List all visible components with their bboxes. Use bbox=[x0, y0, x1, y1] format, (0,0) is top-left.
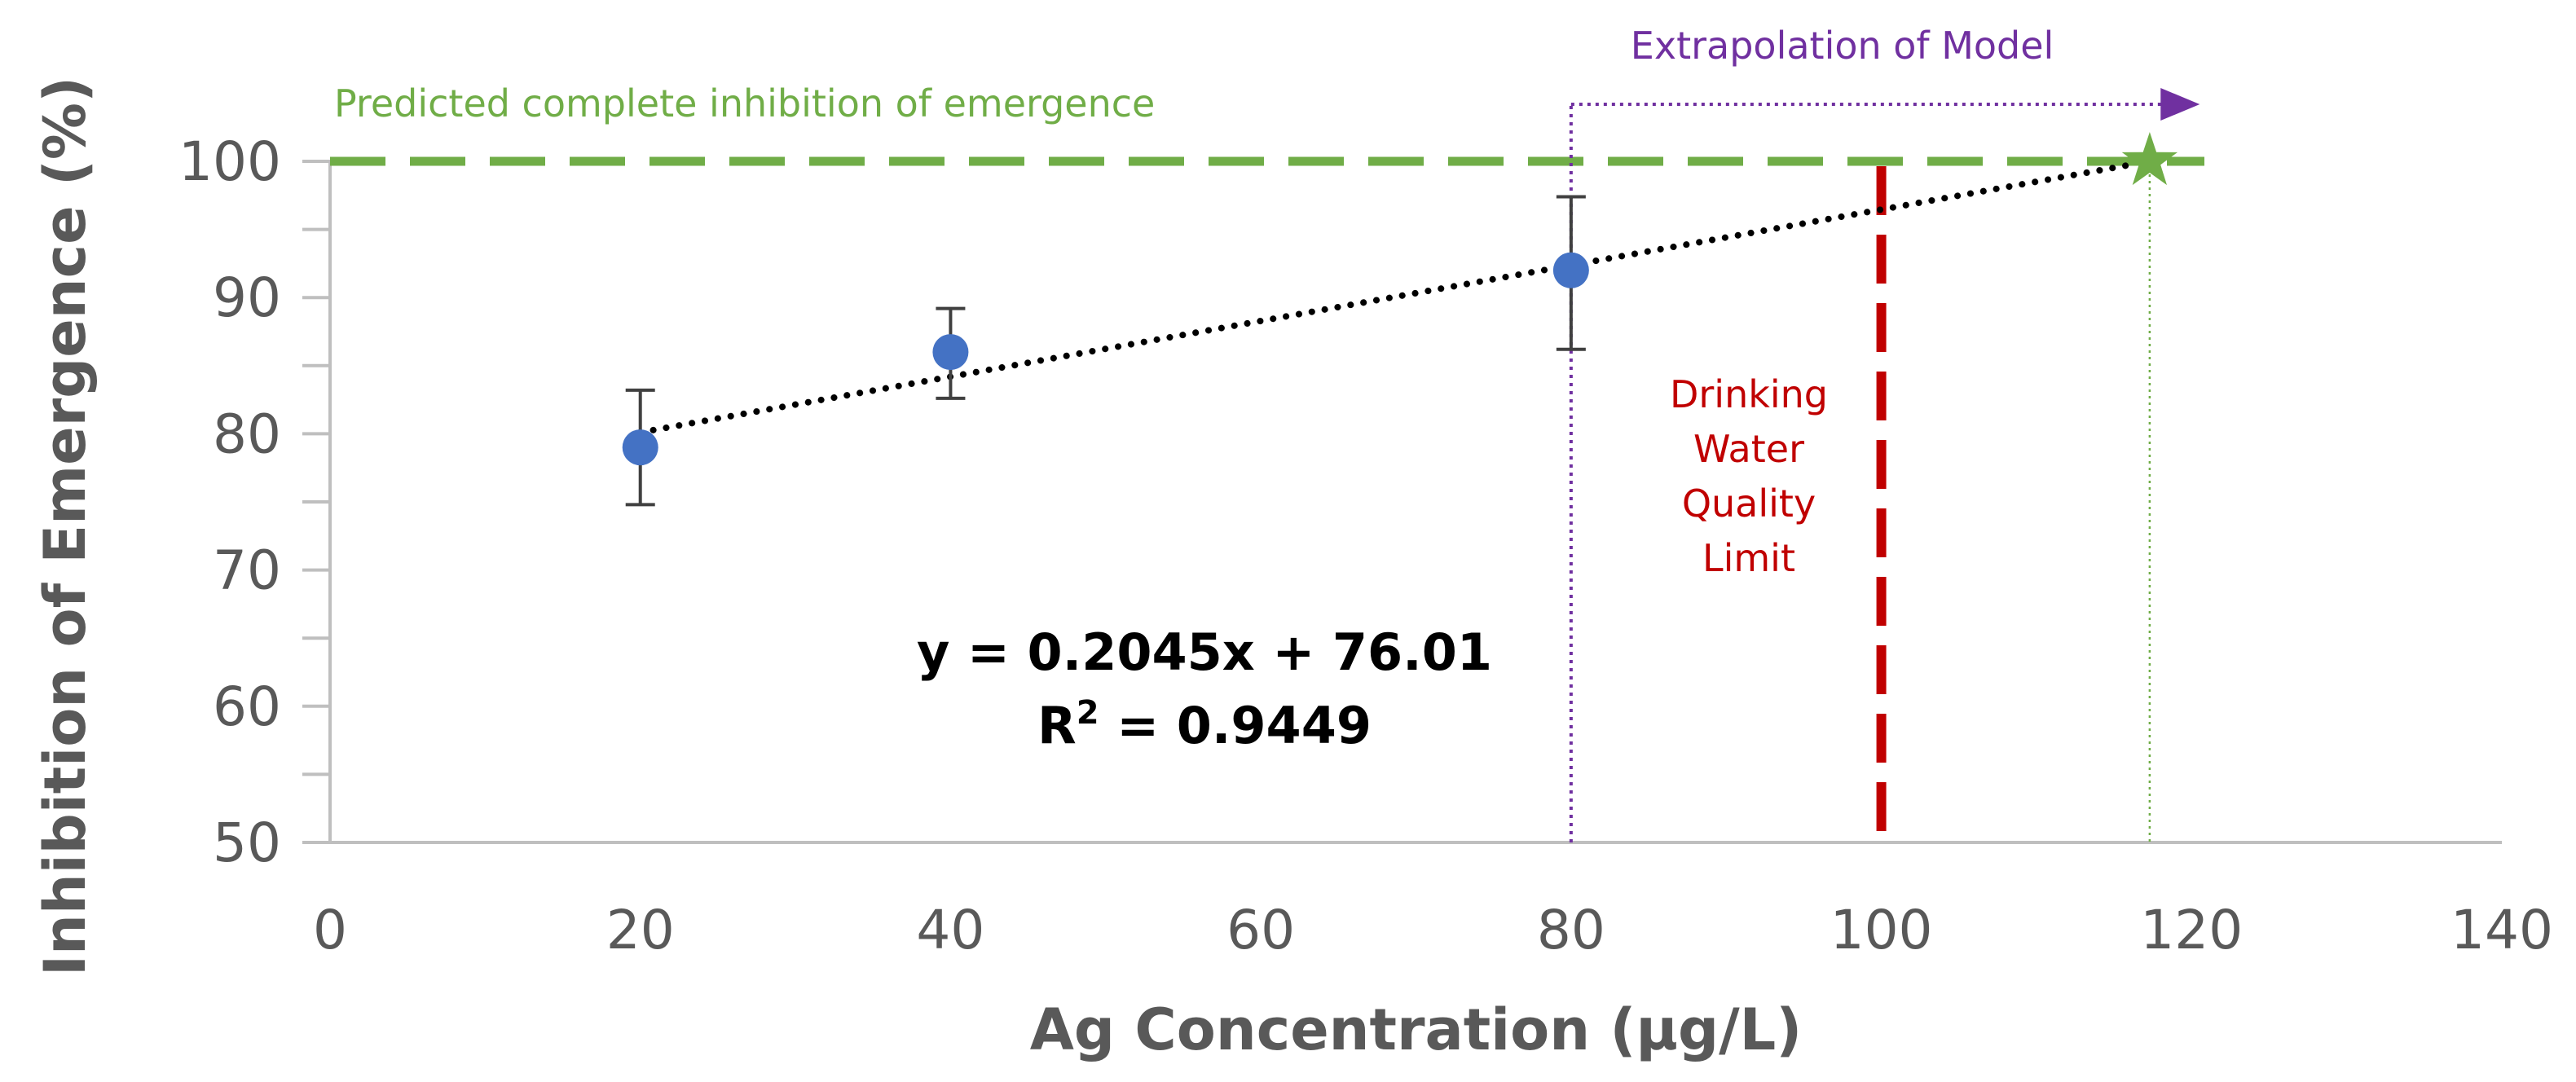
drinking-water-label-line: Drinking bbox=[1670, 372, 1828, 416]
annotations: Predicted complete inhibition of emergen… bbox=[330, 24, 2204, 842]
drinking-water-label-line: Limit bbox=[1702, 536, 1795, 580]
data-point bbox=[932, 334, 969, 371]
data-point bbox=[1552, 252, 1589, 288]
x-tick-label: 100 bbox=[1830, 899, 1933, 961]
trendline-group bbox=[636, 161, 2133, 436]
x-tick-label: 120 bbox=[2140, 899, 2243, 961]
complete-inhibition-label: Predicted complete inhibition of emergen… bbox=[334, 81, 1155, 125]
r-squared-value: = 0.9449 bbox=[1099, 696, 1372, 755]
y-tick-label: 100 bbox=[178, 130, 281, 193]
labels: Ag Concentration (µg/L) Inhibition of Eme… bbox=[32, 77, 1802, 1063]
extrapolation-label: Extrapolation of Model bbox=[1631, 24, 2054, 68]
x-tick-label: 20 bbox=[606, 899, 675, 961]
extrapolation-arrowhead bbox=[2160, 88, 2200, 121]
x-tick-label: 80 bbox=[1537, 899, 1605, 961]
drinking-water-label-line: Quality bbox=[1682, 482, 1816, 526]
r-squared-prefix: R bbox=[1037, 696, 1077, 755]
y-axis-title: Inhibition of Emergence (%) bbox=[32, 77, 99, 976]
y-tick-label: 50 bbox=[213, 812, 281, 874]
r-squared-label: R2 = 0.9449 bbox=[1037, 694, 1372, 755]
axes: 50 60 70 80 90 100 0 20 40 60 80 100 120 140 bbox=[178, 130, 2553, 961]
data-points bbox=[622, 132, 2178, 507]
predicted-star-marker bbox=[2121, 132, 2178, 186]
x-tick-label: 40 bbox=[916, 899, 984, 961]
y-tick-label: 70 bbox=[213, 539, 281, 602]
x-tick-label: 140 bbox=[2451, 899, 2553, 961]
x-tick-label: 0 bbox=[313, 899, 347, 961]
drinking-water-label-line: Water bbox=[1693, 427, 1804, 471]
x-axis-title: Ag Concentration (µg/L) bbox=[1030, 996, 1803, 1063]
trendline bbox=[636, 161, 2133, 436]
x-tick-label: 60 bbox=[1226, 899, 1295, 961]
trendline-equation: y = 0.2045x + 76.01 bbox=[917, 622, 1492, 682]
y-tick-label: 60 bbox=[213, 675, 281, 738]
y-tick-label: 80 bbox=[213, 402, 281, 465]
r-squared-superscript: 2 bbox=[1077, 694, 1099, 732]
y-tick-label: 90 bbox=[213, 266, 281, 329]
data-point bbox=[622, 429, 658, 466]
